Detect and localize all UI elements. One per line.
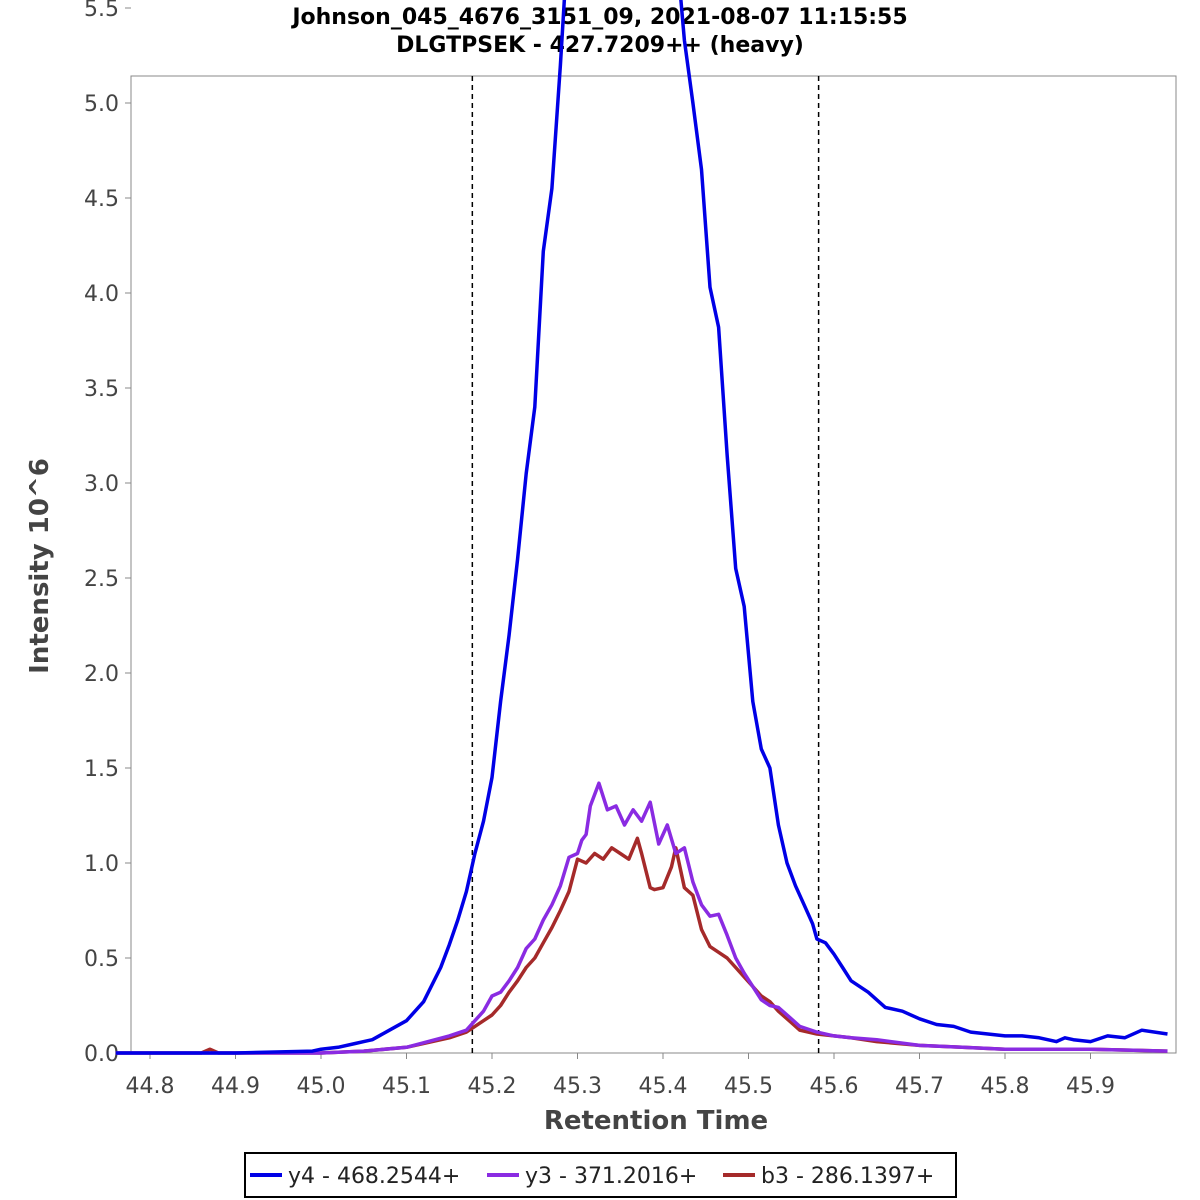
- x-tick-label: 44.8: [126, 1074, 175, 1099]
- y-axis-ticks: 0.00.51.01.52.02.53.03.54.04.55.05.56.06…: [84, 0, 131, 1067]
- x-tick-label: 45.0: [297, 1074, 346, 1099]
- legend: y4 - 468.2544+ y3 - 371.2016+ b3 - 286.139…: [244, 1152, 957, 1198]
- x-tick-label: 45.7: [895, 1074, 944, 1099]
- y-tick-label: 0.0: [84, 1042, 119, 1067]
- y-tick-label: 0.5: [84, 947, 119, 972]
- x-tick-label: 45.9: [1066, 1074, 1115, 1099]
- legend-label-y3: y3 - 371.2016+: [525, 1164, 697, 1189]
- series-line-b3: [115, 836, 1168, 1055]
- x-axis-ticks: 44.8 44.9 45.0 45.1 45.2 45.3 45.4 45.5 45.6 45.7…: [126, 1053, 1115, 1099]
- chart-title: Johnson_045_4676_3151_09, 2021-08-07 11:…: [290, 5, 907, 30]
- legend-label-b3: b3 - 286.1397+: [761, 1164, 934, 1189]
- y-tick-label: 5.0: [84, 92, 119, 117]
- x-tick-label: 45.6: [810, 1074, 859, 1099]
- x-tick-label: 45.2: [468, 1074, 517, 1099]
- integration-boundaries: [471, 76, 820, 1053]
- y-tick-label: 1.5: [84, 757, 119, 782]
- legend-box: [244, 1152, 957, 1198]
- y-tick-label: 4.5: [84, 187, 119, 212]
- plot-area: [130, 75, 1177, 1054]
- legend-label-y4: y4 - 468.2544+: [288, 1164, 460, 1189]
- y-tick-label: 2.0: [84, 662, 119, 687]
- chart-subtitle: DLGTPSEK - 427.7209++ (heavy): [396, 33, 804, 58]
- x-tick-label: 45.3: [553, 1074, 602, 1099]
- x-tick-label: 45.8: [981, 1074, 1030, 1099]
- x-tick-label: 44.9: [211, 1074, 260, 1099]
- y-tick-label: 4.0: [84, 282, 119, 307]
- y-tick-label: 3.5: [84, 377, 119, 402]
- y-tick-label: 5.5: [84, 0, 119, 22]
- series-line-y3: [115, 781, 1168, 1055]
- y-tick-label: 2.5: [84, 567, 119, 592]
- x-tick-label: 45.4: [639, 1074, 688, 1099]
- y-tick-label: 3.0: [84, 472, 119, 497]
- y-tick-label: 1.0: [84, 852, 119, 877]
- series-line-y4: [115, 0, 1168, 1055]
- y-axis-title: Intensity 10^6: [25, 458, 55, 674]
- x-tick-label: 45.1: [382, 1074, 431, 1099]
- x-tick-label: 45.5: [724, 1074, 773, 1099]
- series-lines: [115, 0, 1168, 1055]
- x-axis-title: Retention Time: [544, 1106, 768, 1136]
